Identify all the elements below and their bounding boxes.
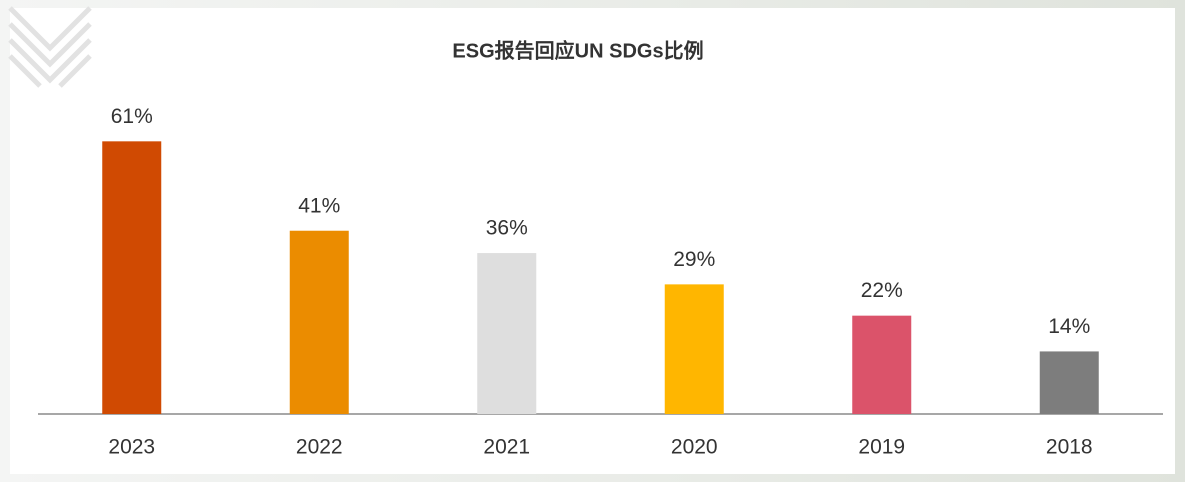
panel (10, 8, 1175, 474)
chart: ESG报告回应UN SDGs比例 2023 61% 2022 41% 2021 36% 20… (0, 0, 1185, 482)
bar (290, 231, 349, 414)
bar (1040, 351, 1099, 414)
x-tick-label: 2023 (108, 436, 155, 459)
value-label: 36% (486, 217, 528, 240)
bar (852, 316, 911, 414)
value-label: 41% (298, 194, 340, 217)
value-label: 14% (1048, 315, 1090, 338)
x-tick-label: 2021 (483, 436, 530, 459)
value-label: 61% (111, 105, 153, 128)
page: {"chart_data": {"type": "bar", "title": … (0, 0, 1185, 482)
bar (665, 284, 724, 414)
bar (102, 141, 161, 414)
bar (477, 253, 536, 414)
x-tick-label: 2020 (671, 436, 718, 459)
x-tick-label: 2018 (1046, 436, 1093, 459)
value-label: 22% (861, 279, 903, 302)
chart-title: ESG报告回应UN SDGs比例 (452, 38, 703, 62)
x-tick-label: 2022 (296, 436, 343, 459)
value-label: 29% (673, 248, 715, 271)
x-tick-label: 2019 (858, 436, 905, 459)
